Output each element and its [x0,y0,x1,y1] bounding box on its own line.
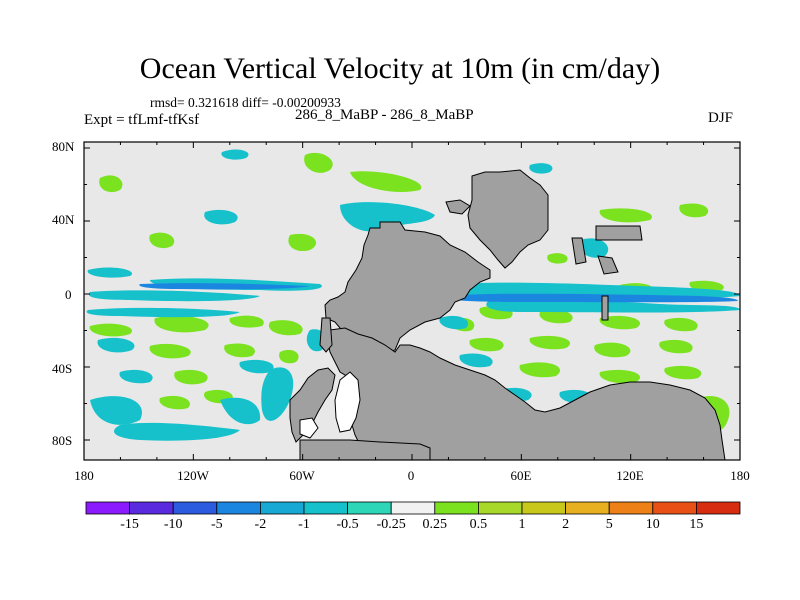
colorbar-label: -5 [210,517,223,532]
colorbar-label: -1 [298,517,310,532]
lon-label-120w: 120W [177,468,209,483]
colorbar-swatch [477,501,523,515]
lat-label-0: 0 [65,287,72,302]
colorbar-swatch [565,501,610,515]
colorbar-label: 10 [645,517,660,532]
colorbar-swatch [129,501,174,515]
stats-text: rmsd= 0.321618 diff= -0.00200933 [150,95,341,110]
season-label: DJF [708,110,734,126]
colorbar-swatch [347,501,392,515]
lon-label-60e: 60E [510,468,532,483]
colorbar-label: 1 [518,517,526,532]
colorbar-label: 0.25 [422,517,448,532]
strong-negative-streaks [139,283,738,303]
colorbar-swatch [85,501,130,515]
lat-label-40n: 40N [52,212,75,227]
inland-water [299,371,361,439]
colorbar-swatch [303,501,348,515]
colorbar-swatch [652,501,697,515]
colorbar-label: 5 [605,517,613,532]
experiment-label: Expt = tfLmf-tfKsf [84,112,200,128]
lon-label-180w: 180 [74,468,94,483]
case-label: 286_8_MaBP - 286_8_MaBP [295,107,474,123]
lon-label-0: 0 [407,468,415,483]
lon-label-120e: 120E [616,468,644,483]
colorbar-label: -15 [120,517,139,532]
colorbar-swatch [608,501,654,515]
lat-label-80n: 80N [52,139,75,154]
positive-anomaly-patches [89,152,730,431]
colorbar-label: 15 [689,517,704,532]
colorbar [85,501,741,515]
colorbar-swatch [521,501,566,515]
colorbar-swatch [390,501,436,515]
colorbar-label: 2 [562,517,570,532]
lon-label-60w: 60W [289,468,315,483]
colorbar-label: -10 [163,517,183,532]
colorbar-swatch [172,501,218,515]
colorbar-label: -0.5 [336,517,359,532]
lat-label-80s: 80S [52,433,73,448]
velocity-field [86,149,740,460]
axis-ticks [83,142,741,460]
colorbar-label: -0.25 [376,517,406,532]
colorbar-label: -2 [254,517,267,532]
colorbar-label: 0.5 [469,517,488,532]
lat-label-40s: 40S [52,361,73,376]
colorbar-swatch [434,501,479,515]
colorbar-swatch [696,501,741,515]
colorbar-swatch [216,501,261,515]
lon-label-180e: 180 [730,468,750,483]
chart-title: Ocean Vertical Velocity at 10m (in cm/da… [139,52,661,85]
colorbar-swatch [259,501,305,515]
